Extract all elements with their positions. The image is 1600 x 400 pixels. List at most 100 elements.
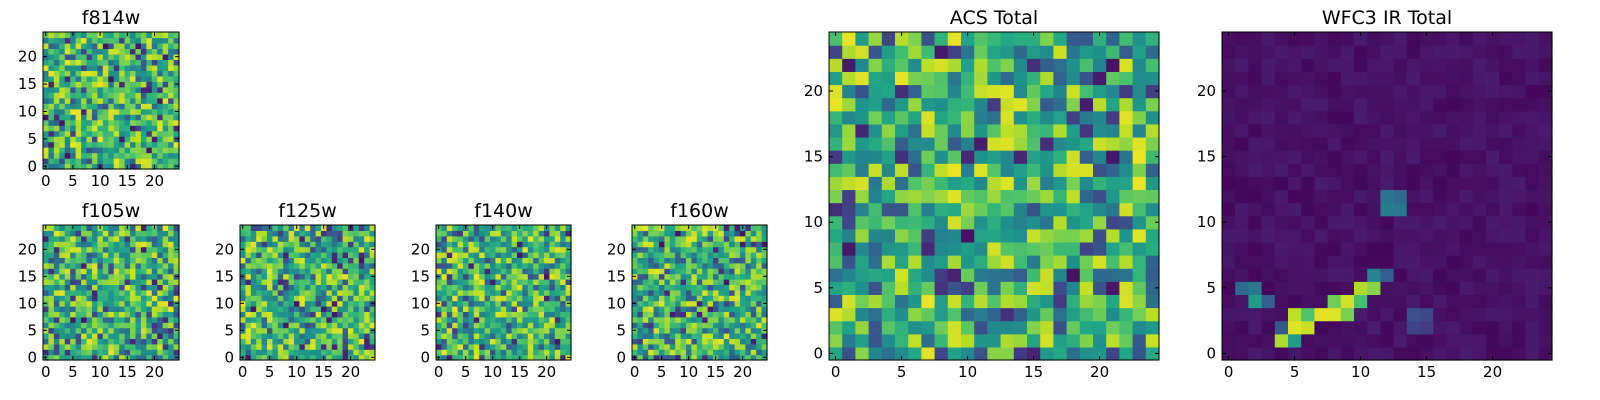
heatmap-cell (842, 150, 856, 164)
heatmap-cell (151, 147, 158, 154)
heatmap-cell (707, 338, 714, 345)
heatmap-cell (723, 284, 730, 291)
heatmap-cell (48, 108, 55, 115)
heatmap-cell (1314, 163, 1329, 177)
heatmap-cell (1274, 307, 1289, 322)
heatmap-cell (43, 75, 50, 82)
heatmap-cell (659, 279, 665, 285)
heatmap-cell (479, 273, 486, 280)
heatmap-cell (446, 333, 453, 339)
heatmap-cell (108, 354, 115, 361)
heatmap-cell (162, 136, 169, 143)
heatmap-cell (91, 147, 98, 154)
heatmap-cell (331, 241, 338, 248)
heatmap-cell (479, 311, 486, 318)
heatmap-cell (829, 110, 843, 125)
heatmap-cell (146, 289, 153, 296)
heatmap-cell (707, 322, 714, 329)
heatmap-cell (304, 316, 311, 323)
heatmap-cell (947, 150, 962, 164)
heatmap-cell (452, 343, 459, 350)
heatmap-cell (113, 86, 120, 93)
heatmap-cell (48, 147, 55, 154)
heatmap-cell (1340, 215, 1355, 230)
heatmap-cell (511, 246, 518, 253)
heatmap-cell (102, 114, 109, 121)
heatmap-cell (337, 333, 344, 339)
heatmap-cell (321, 333, 327, 339)
heatmap-cell (560, 257, 567, 264)
heatmap-cell (696, 306, 703, 312)
heatmap-cell (974, 268, 988, 282)
heatmap-cell (53, 279, 60, 285)
heatmap-cell (91, 316, 98, 323)
heatmap-cell (750, 225, 757, 231)
heatmap-cell (855, 202, 870, 217)
heatmap-cell (59, 114, 66, 121)
heatmap-cell (659, 235, 665, 242)
heatmap-cell (108, 257, 115, 264)
heatmap-cell (1248, 45, 1263, 59)
heatmap-cell (761, 316, 768, 323)
heatmap-cell (277, 354, 284, 361)
heatmap-cell (1512, 307, 1527, 322)
heatmap-cell (1459, 268, 1474, 282)
heatmap-cell (653, 289, 660, 296)
heatmap-cell (675, 306, 682, 312)
heatmap-cell (1512, 320, 1527, 335)
heatmap-cell (648, 241, 655, 248)
heatmap-cell (1119, 58, 1134, 72)
heatmap-cell (522, 316, 529, 323)
heatmap-cell (511, 306, 518, 312)
y-tick-label: 20 (607, 240, 626, 258)
heatmap-cell (294, 289, 300, 296)
y-tick-label: 20 (1197, 82, 1216, 100)
heatmap-cell (1538, 346, 1553, 361)
heatmap-cell (729, 295, 736, 302)
heatmap-cell (75, 246, 82, 253)
heatmap-cell (522, 230, 529, 237)
heatmap-cell (1420, 241, 1434, 256)
heatmap-cell (162, 316, 169, 323)
heatmap-cell (1420, 255, 1434, 269)
heatmap-cell (457, 338, 464, 345)
heatmap-cell (48, 70, 55, 77)
heatmap-cell (283, 300, 290, 307)
heatmap-cell (468, 257, 475, 264)
heatmap-cell (124, 147, 131, 154)
heatmap-cell (1433, 202, 1447, 217)
heatmap-cell (1340, 281, 1355, 295)
heatmap-cell (1274, 320, 1289, 335)
heatmap-cell (934, 228, 949, 243)
heatmap-cell (91, 103, 98, 110)
heatmap-cell (473, 284, 480, 291)
heatmap-cell (934, 71, 949, 86)
heatmap-cell (734, 273, 741, 280)
heatmap-cell (91, 289, 98, 296)
heatmap-cell (527, 311, 534, 318)
heatmap-cell (108, 327, 115, 334)
heatmap-cell (267, 316, 273, 323)
heatmap-cell (686, 306, 692, 312)
heatmap-cell (522, 338, 529, 345)
heatmap-cell (364, 354, 371, 361)
heatmap-cell (140, 316, 147, 323)
heatmap-cell (1013, 202, 1028, 217)
heatmap-cell (436, 338, 442, 345)
heatmap-cell (648, 235, 655, 242)
heatmap-cell (565, 284, 572, 291)
heatmap-cell (549, 333, 556, 339)
heatmap-cell (1301, 294, 1315, 309)
heatmap-cell (261, 252, 268, 258)
heatmap-cell (947, 255, 962, 269)
heatmap-cell (1314, 45, 1329, 59)
heatmap-cell (299, 246, 306, 253)
heatmap-cell (1367, 281, 1381, 295)
heatmap-cell (113, 295, 120, 302)
heatmap-cell (348, 246, 354, 253)
heatmap-cell (1288, 320, 1302, 335)
heatmap-cell (173, 97, 180, 104)
heatmap-cell (299, 354, 306, 361)
heatmap-cell (1525, 110, 1540, 125)
heatmap-cell (829, 189, 843, 204)
